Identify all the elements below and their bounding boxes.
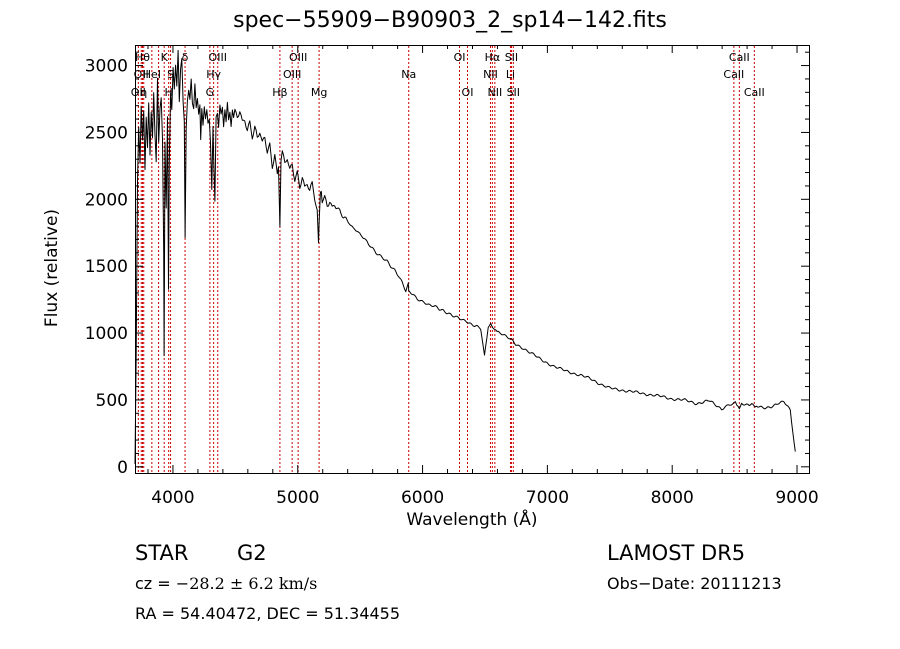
x-tick-label: 6000 — [401, 488, 444, 508]
line-marker-label: HeI — [143, 68, 161, 81]
cz-label: cz = — [135, 574, 171, 593]
spectrum-line — [134, 49, 796, 465]
plot-frame — [135, 45, 810, 474]
line-marker-label: Hβ — [272, 86, 287, 99]
y-tick-label: 2000 — [85, 190, 128, 210]
line-marker-label: G — [206, 86, 215, 99]
x-axis: 4000 5000 6000 7000 8000 9000 — [147, 45, 819, 508]
x-tick-label: 9000 — [775, 488, 818, 508]
survey-name: LAMOST DR5 — [607, 541, 746, 565]
line-marker-label: NII — [483, 68, 498, 81]
line-marker-label: H — [165, 86, 173, 99]
x-tick-label: 8000 — [651, 488, 694, 508]
y-axis: 0 500 1000 1500 2000 2500 3000 — [85, 51, 809, 478]
line-marker-label: η — [140, 86, 147, 99]
line-marker-label: Hθ — [135, 51, 150, 64]
line-marker-label: SII — [505, 51, 518, 64]
line-marker-label: CaII — [729, 51, 750, 64]
x-tick-label: 7000 — [526, 488, 569, 508]
y-tick-label: 2500 — [85, 123, 128, 143]
line-marker-label: OI — [454, 51, 466, 64]
object-class: STAR — [135, 541, 189, 565]
line-marker-label: K — [161, 51, 169, 64]
x-tick-label: 5000 — [276, 488, 319, 508]
cz-value: −28.2 ± 6.2 km/s — [175, 574, 318, 593]
line-marker-label: Li — [506, 68, 515, 81]
x-axis-label: Wavelength (Å) — [406, 510, 538, 530]
line-marker-label: CaII — [723, 68, 744, 81]
object-subclass: G2 — [237, 541, 267, 565]
observation-date: Obs−Date: 20111213 — [607, 574, 782, 593]
line-marker-label: OI — [462, 86, 474, 99]
line-marker-label: S — [167, 68, 174, 81]
line-marker-label: OII — [134, 68, 149, 81]
y-axis-label: Flux (relative) — [42, 208, 62, 328]
line-marker-label: Mg — [311, 86, 327, 99]
x-tick-label: 4000 — [151, 488, 194, 508]
spectral-line-labels: OIIOIIHθηHeIKHSδGHγOIIIHβOIIIOIIIMgNaOIO… — [131, 51, 765, 99]
line-marker-label: NII — [487, 86, 502, 99]
line-marker-label: Hγ — [206, 68, 221, 81]
line-marker-label: OIII — [283, 68, 301, 81]
y-tick-label: 500 — [96, 391, 128, 411]
y-tick-label: 1500 — [85, 257, 128, 277]
line-marker-label: Hα — [485, 51, 501, 64]
coordinates: RA = 54.40472, DEC = 51.34455 — [135, 604, 401, 623]
y-tick-label: 1000 — [85, 324, 128, 344]
line-marker-label: OIII — [289, 51, 307, 64]
line-marker-label: Na — [401, 68, 416, 81]
y-tick-label: 0 — [117, 458, 128, 478]
line-marker-label: SII — [507, 86, 520, 99]
redshift-info: cz = −28.2 ± 6.2 km/s — [135, 574, 317, 593]
line-marker-label: CaII — [744, 86, 765, 99]
spectral-line-markers — [137, 46, 755, 472]
line-marker-label: δ — [182, 51, 189, 64]
y-tick-label: 3000 — [85, 57, 128, 77]
chart-title: spec−55909−B90903_2_sp14−142.fits — [233, 8, 667, 33]
line-marker-label: OIII — [209, 51, 227, 64]
